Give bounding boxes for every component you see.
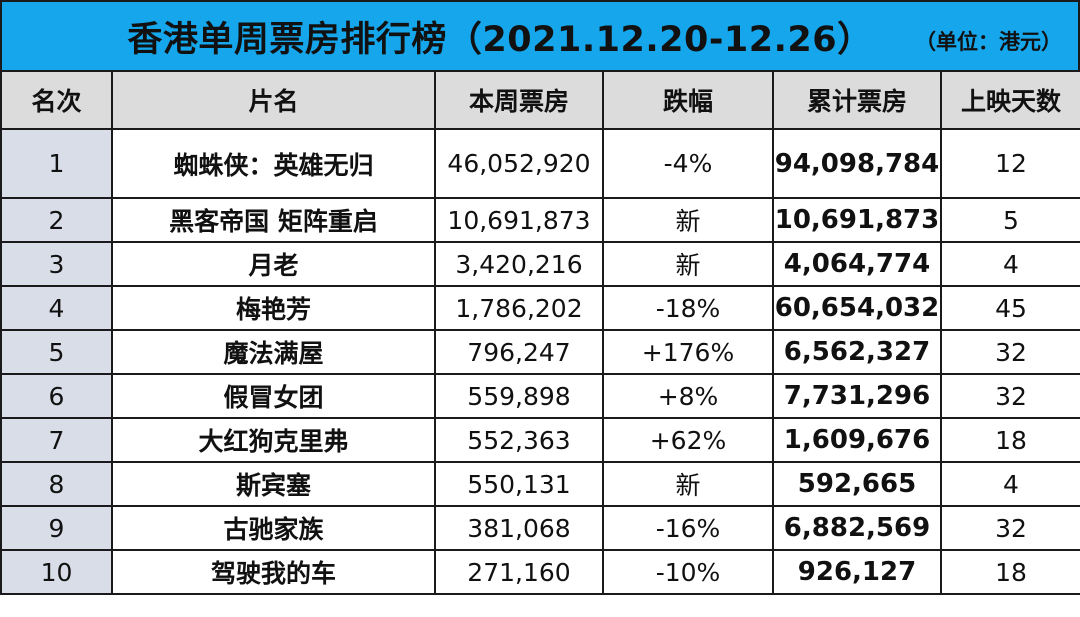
cell-week-gross: 550,131	[434, 461, 604, 507]
table-row: 2 黑客帝国 矩阵重启 10,691,873 新 10,691,873 5	[0, 197, 1080, 243]
cell-week-gross: 3,420,216	[434, 241, 604, 287]
cell-days: 32	[940, 505, 1080, 551]
cell-rank: 7	[0, 417, 113, 463]
cell-days: 32	[940, 373, 1080, 419]
cell-days: 4	[940, 241, 1080, 287]
cell-rank: 3	[0, 241, 113, 287]
table-row: 4 梅艳芳 1,786,202 -18% 60,654,032 45	[0, 285, 1080, 331]
cell-film: 黑客帝国 矩阵重启	[111, 197, 436, 243]
column-header-week-gross: 本周票房	[434, 70, 604, 130]
cell-film: 驾驶我的车	[111, 549, 436, 595]
cell-week-gross: 796,247	[434, 329, 604, 375]
ranking-table: 名次 片名 本周票房 跌幅 累计票房 上映天数 1 蜘蛛侠：英雄无归 46,05…	[0, 70, 1080, 595]
cell-week-gross: 271,160	[434, 549, 604, 595]
cell-change: -10%	[602, 549, 774, 595]
unit-label: （单位：港元）	[915, 30, 1062, 54]
title-bar: 香港单周票房排行榜（2021.12.20-12.26） （单位：港元）	[0, 0, 1080, 72]
table-row: 10 驾驶我的车 271,160 -10% 926,127 18	[0, 549, 1080, 595]
cell-total-gross: 6,882,569	[772, 505, 942, 551]
cell-change: +176%	[602, 329, 774, 375]
table-row: 3 月老 3,420,216 新 4,064,774 4	[0, 241, 1080, 287]
cell-film: 斯宾塞	[111, 461, 436, 507]
cell-film: 古驰家族	[111, 505, 436, 551]
cell-film: 假冒女团	[111, 373, 436, 419]
cell-week-gross: 381,068	[434, 505, 604, 551]
cell-days: 45	[940, 285, 1080, 331]
cell-total-gross: 4,064,774	[772, 241, 942, 287]
cell-change: 新	[602, 241, 774, 287]
table-row: 1 蜘蛛侠：英雄无归 46,052,920 -4% 94,098,784 12	[0, 128, 1080, 199]
column-header-days: 上映天数	[940, 70, 1080, 130]
cell-change: -16%	[602, 505, 774, 551]
cell-film: 魔法满屋	[111, 329, 436, 375]
cell-rank: 8	[0, 461, 113, 507]
cell-rank: 10	[0, 549, 113, 595]
cell-change: 新	[602, 197, 774, 243]
cell-total-gross: 926,127	[772, 549, 942, 595]
cell-change: -18%	[602, 285, 774, 331]
cell-total-gross: 6,562,327	[772, 329, 942, 375]
cell-rank: 6	[0, 373, 113, 419]
cell-rank: 1	[0, 128, 113, 199]
page-title: 香港单周票房排行榜（2021.12.20-12.26）	[127, 19, 873, 60]
column-header-film: 片名	[111, 70, 436, 130]
cell-week-gross: 559,898	[434, 373, 604, 419]
table-header-row: 名次 片名 本周票房 跌幅 累计票房 上映天数	[0, 70, 1080, 130]
cell-change: +8%	[602, 373, 774, 419]
cell-days: 18	[940, 417, 1080, 463]
cell-total-gross: 94,098,784	[772, 128, 942, 199]
cell-total-gross: 1,609,676	[772, 417, 942, 463]
cell-total-gross: 7,731,296	[772, 373, 942, 419]
cell-total-gross: 60,654,032	[772, 285, 942, 331]
table-row: 8 斯宾塞 550,131 新 592,665 4	[0, 461, 1080, 507]
cell-total-gross: 592,665	[772, 461, 942, 507]
cell-rank: 2	[0, 197, 113, 243]
cell-week-gross: 1,786,202	[434, 285, 604, 331]
cell-days: 32	[940, 329, 1080, 375]
cell-change: 新	[602, 461, 774, 507]
cell-film: 梅艳芳	[111, 285, 436, 331]
cell-film: 月老	[111, 241, 436, 287]
cell-days: 4	[940, 461, 1080, 507]
cell-film: 大红狗克里弗	[111, 417, 436, 463]
cell-days: 5	[940, 197, 1080, 243]
cell-total-gross: 10,691,873	[772, 197, 942, 243]
cell-change: -4%	[602, 128, 774, 199]
table-row: 5 魔法满屋 796,247 +176% 6,562,327 32	[0, 329, 1080, 375]
cell-days: 18	[940, 549, 1080, 595]
table-row: 7 大红狗克里弗 552,363 +62% 1,609,676 18	[0, 417, 1080, 463]
cell-rank: 9	[0, 505, 113, 551]
table-row: 6 假冒女团 559,898 +8% 7,731,296 32	[0, 373, 1080, 419]
cell-week-gross: 552,363	[434, 417, 604, 463]
cell-rank: 5	[0, 329, 113, 375]
cell-rank: 4	[0, 285, 113, 331]
cell-week-gross: 46,052,920	[434, 128, 604, 199]
cell-film: 蜘蛛侠：英雄无归	[111, 128, 436, 199]
cell-change: +62%	[602, 417, 774, 463]
cell-week-gross: 10,691,873	[434, 197, 604, 243]
column-header-total-gross: 累计票房	[772, 70, 942, 130]
cell-days: 12	[940, 128, 1080, 199]
table-row: 9 古驰家族 381,068 -16% 6,882,569 32	[0, 505, 1080, 551]
column-header-rank: 名次	[0, 70, 113, 130]
column-header-change: 跌幅	[602, 70, 774, 130]
